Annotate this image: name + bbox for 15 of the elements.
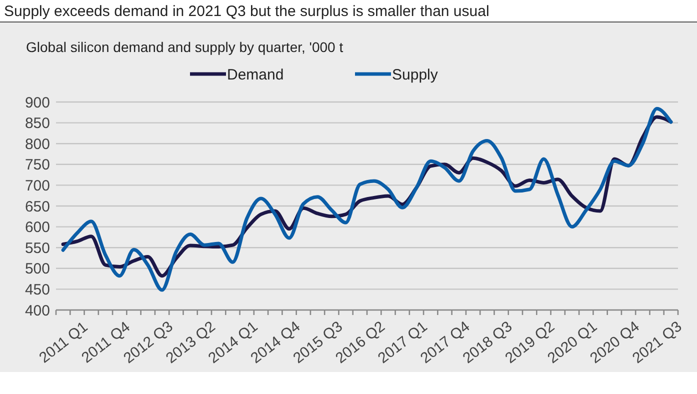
y-tick-label: 900: [24, 94, 50, 112]
y-tick-label: 500: [24, 260, 50, 278]
y-tick-label: 650: [24, 198, 50, 216]
y-tick-label: 450: [24, 281, 50, 298]
y-tick-label: 700: [24, 177, 50, 194]
y-tick-label: 800: [24, 136, 50, 153]
y-tick-label: 400: [24, 302, 50, 320]
y-tick-label: 600: [24, 219, 50, 236]
legend-label: Supply: [392, 66, 438, 84]
chart-subtitle: Global silicon demand and supply by quarter, '000 t: [26, 39, 344, 55]
y-tick-label: 750: [24, 156, 50, 174]
chart-title: Supply exceeds demand in 2021 Q3 but the surplus is smaller than usual: [4, 3, 490, 20]
y-tick-label: 850: [24, 115, 50, 132]
y-tick-label: 550: [24, 240, 50, 257]
legend-label: Demand: [227, 66, 284, 84]
